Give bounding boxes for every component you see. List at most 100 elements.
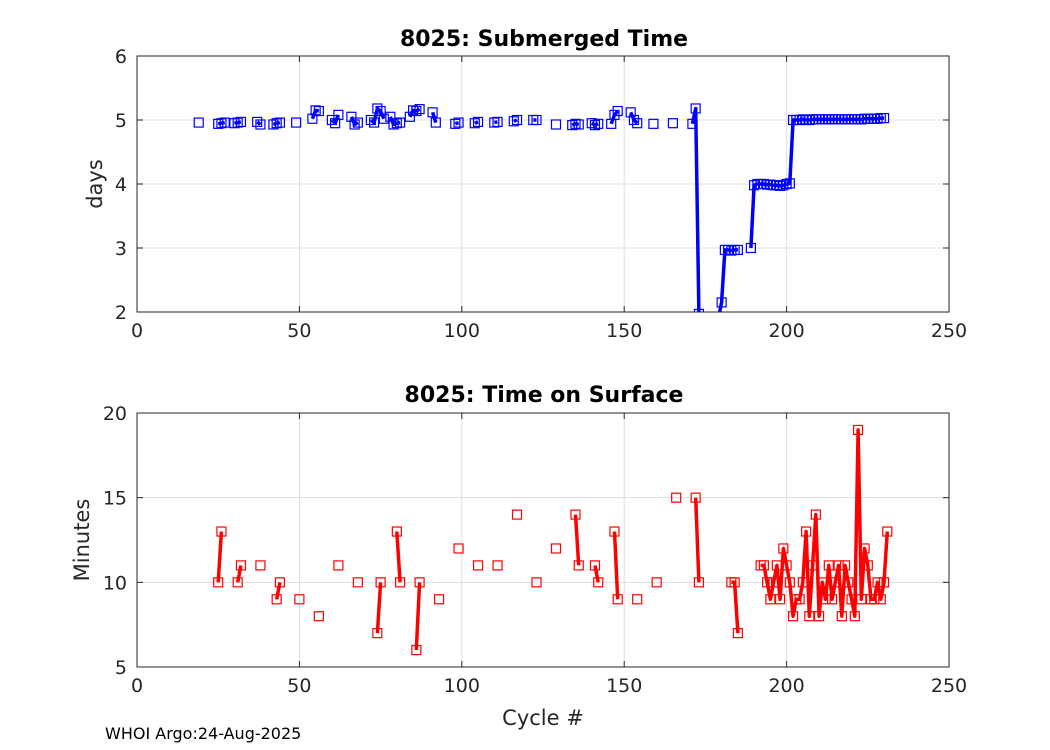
submerged-series-line: [430, 111, 438, 124]
surface-data-point: [632, 594, 643, 605]
submerged-data-point: [469, 118, 480, 129]
submerged-ytick-label: 3: [115, 238, 127, 260]
submerged-xtick-label: 0: [131, 320, 143, 342]
surface-data-point: [333, 560, 344, 571]
surface-series-line: [216, 531, 224, 583]
submerged-data-point: [511, 114, 523, 126]
submerged-data-point: [489, 117, 500, 128]
surface-xtick-label: 200: [768, 675, 804, 697]
surface-data-point: [817, 577, 828, 588]
submerged-data-point: [716, 297, 727, 308]
surface-xtick-label: 0: [131, 675, 143, 697]
surface-series-line: [375, 582, 383, 634]
submerged-data-point: [213, 118, 224, 129]
surface-data-point: [882, 526, 893, 537]
surface-data-point: [775, 594, 786, 605]
surface-data-point: [550, 543, 562, 554]
submerged-data-point: [252, 116, 263, 128]
surface-data-point: [826, 594, 838, 605]
submerged-data-point: [346, 111, 357, 122]
submerged-data-point: [771, 180, 782, 191]
surface-data-point: [255, 560, 266, 571]
submerged-data-point: [693, 308, 705, 312]
surface-data-point: [609, 526, 620, 537]
submerged-data-point: [872, 113, 883, 124]
submerged-data-point: [567, 120, 578, 131]
surface-data-point: [232, 577, 243, 588]
surface-data-point: [804, 611, 815, 622]
submerged-data-point: [804, 114, 815, 126]
submerged-data-point: [794, 114, 805, 126]
submerged-data-point: [723, 244, 734, 256]
submerged-data-point: [508, 116, 519, 127]
submerged-xtick-label: 250: [931, 320, 967, 342]
surface-ytick-label: 5: [115, 657, 127, 679]
submerged-data-point: [430, 117, 441, 128]
surface-data-point: [869, 594, 880, 605]
surface-time-xlabel: Cycle #: [502, 706, 584, 730]
submerged-ytick-label: 4: [115, 174, 127, 196]
surface-data-point: [778, 543, 789, 554]
surface-data-point: [511, 509, 523, 520]
submerged-data-point: [778, 180, 789, 191]
surface-data-point: [372, 628, 383, 639]
submerged-data-point: [232, 117, 243, 128]
surface-ytick-label: 10: [103, 572, 127, 594]
submerged-series-line: [513, 118, 518, 123]
submerged-data-point: [391, 118, 402, 129]
submerged-data-point: [573, 119, 584, 130]
surface-data-point: [411, 644, 422, 656]
submerged-data-point: [648, 118, 659, 129]
submerged-data-point: [372, 103, 383, 114]
surface-data-point: [843, 577, 854, 588]
surface-data-point: [833, 560, 844, 571]
submerged-series-line: [629, 111, 639, 125]
surface-data-point: [294, 594, 305, 605]
submerged-data-point: [291, 117, 302, 128]
surface-series-line: [274, 581, 282, 600]
submerged-data-point: [775, 180, 786, 192]
surface-data-point: [878, 577, 890, 588]
submerged-data-point: [628, 114, 640, 126]
submerged-series-line: [234, 120, 242, 125]
footer-credit: WHOI Argo:24-Aug-2025: [105, 724, 302, 743]
submerged-data-point: [375, 105, 386, 117]
submerged-data-point: [589, 120, 601, 131]
submerged-data-point: [193, 117, 204, 128]
submerged-data-point: [450, 118, 461, 129]
submerged-time-plot: 8025: Submerged Time days 0 50 100 150 200 25…: [83, 27, 967, 342]
submerged-data-point: [235, 116, 247, 128]
surface-data-point: [414, 577, 425, 588]
surface-data-point: [830, 577, 841, 588]
surface-data-point: [862, 560, 873, 571]
submerged-data-point: [229, 118, 240, 129]
surface-data-point: [531, 577, 542, 588]
submerged-data-point: [732, 244, 743, 256]
surface-data-point: [391, 526, 402, 537]
submerged-data-point: [407, 105, 419, 116]
surface-data-point: [762, 577, 773, 588]
surface-data-point: [235, 560, 247, 571]
submerged-data-point: [797, 114, 808, 125]
surface-series-line: [573, 514, 581, 566]
submerged-data-point: [687, 118, 698, 129]
submerged-data-point: [765, 179, 776, 190]
surface-data-point: [216, 526, 227, 537]
submerged-series-line: [474, 120, 479, 125]
surface-series-line: [593, 565, 600, 583]
submerged-xtick-label: 150: [606, 320, 642, 342]
surface-series-line: [395, 531, 402, 583]
surface-data-point: [690, 492, 701, 503]
submerged-data-point: [330, 118, 341, 129]
submerged-data-point: [271, 118, 282, 129]
submerged-data-point: [781, 178, 792, 190]
submerged-data-point: [570, 118, 581, 129]
submerged-ytick-label: 6: [115, 46, 127, 68]
surface-series-line: [731, 580, 740, 634]
submerged-data-point: [268, 119, 279, 130]
submerged-data-point: [531, 114, 542, 126]
surface-data-point: [768, 577, 779, 588]
submerged-time-ylabel: days: [83, 159, 107, 209]
surface-data-point: [794, 594, 805, 605]
surface-time-title: 8025: Time on Surface: [405, 383, 684, 408]
